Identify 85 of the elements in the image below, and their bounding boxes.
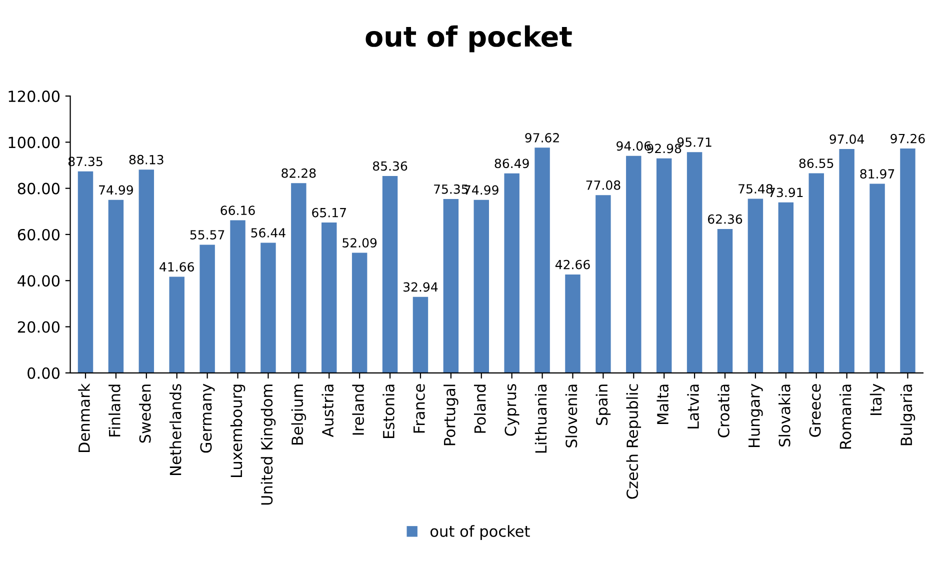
bar xyxy=(808,173,824,373)
x-tick-label: Latvia xyxy=(687,384,699,428)
chart-title: out of pocket xyxy=(366,25,572,52)
bar xyxy=(748,198,764,373)
x-tick-label: Poland xyxy=(474,384,486,433)
legend-label: out of pocket xyxy=(430,525,530,540)
bar xyxy=(596,195,611,373)
x-tick-label: Ireland xyxy=(352,384,364,435)
x-tick-label: Spain xyxy=(596,384,611,425)
bar xyxy=(138,170,154,373)
x-tick-label: Romania xyxy=(839,384,852,449)
y-tick-label: 20.00 xyxy=(18,321,60,333)
data-label: 42.66 xyxy=(555,260,590,270)
x-tick-label: Portugal xyxy=(444,384,458,446)
x-tick-label: Slovenia xyxy=(565,384,578,448)
x-tick-label: Finland xyxy=(108,384,120,436)
data-label: 62.36 xyxy=(708,214,742,224)
bar xyxy=(839,149,854,373)
y-tick-label: 120.00 xyxy=(8,90,60,102)
x-tick-label: Hungary xyxy=(748,384,763,448)
bar xyxy=(565,274,580,373)
bar xyxy=(656,158,672,373)
bar xyxy=(534,148,550,373)
data-label: 77.08 xyxy=(586,180,620,190)
x-tick-label: Czech Republic xyxy=(626,384,642,499)
data-label: 81.97 xyxy=(860,169,894,179)
data-label: 82.28 xyxy=(282,168,316,178)
bar xyxy=(870,184,885,373)
y-tick-label: 0.00 xyxy=(28,367,60,379)
bar xyxy=(322,222,337,373)
data-label: 65.17 xyxy=(312,208,346,218)
data-label: 88.13 xyxy=(129,154,164,164)
data-label: 66.16 xyxy=(220,206,255,216)
x-tick-label: France xyxy=(414,384,425,433)
x-tick-label: Sweden xyxy=(139,384,151,443)
bar xyxy=(78,171,94,373)
bar xyxy=(504,173,520,373)
x-tick-label: Belgium xyxy=(291,384,306,444)
data-label: 85.36 xyxy=(372,161,408,171)
bar xyxy=(108,200,124,373)
x-tick-label: Malta xyxy=(656,384,669,424)
x-tick-label: Germany xyxy=(200,384,215,453)
bar xyxy=(412,296,428,373)
bar xyxy=(382,176,398,373)
data-label: 97.62 xyxy=(525,133,559,142)
data-label: 32.94 xyxy=(404,282,438,292)
bar xyxy=(474,200,489,373)
y-tick-label: 40.00 xyxy=(18,275,60,287)
y-tick-label: 80.00 xyxy=(18,182,60,194)
data-label: 52.09 xyxy=(342,238,377,248)
bar xyxy=(778,202,794,373)
data-label: 97.04 xyxy=(830,134,864,144)
bar xyxy=(717,229,733,373)
data-label: 41.66 xyxy=(160,262,194,272)
bar xyxy=(443,199,459,373)
x-tick-label: Denmark xyxy=(78,383,90,452)
x-tick-label: Lithuania xyxy=(534,384,547,453)
bar xyxy=(200,244,215,373)
bar xyxy=(352,252,368,373)
data-label: 97.26 xyxy=(890,134,925,144)
y-tick-label: 60.00 xyxy=(18,228,60,240)
data-label: 55.57 xyxy=(190,230,224,240)
bar xyxy=(686,152,702,373)
x-tick-label: Bulgaria xyxy=(900,384,916,446)
bar xyxy=(230,220,246,373)
x-tick-label: Croatia xyxy=(718,384,730,438)
bar xyxy=(900,148,916,373)
x-tick-label: Cyprus xyxy=(504,384,520,436)
y-tick-label: 100.00 xyxy=(8,136,60,148)
data-label: 74.99 xyxy=(99,185,133,195)
bar xyxy=(291,183,306,373)
x-tick-label: Estonia xyxy=(382,384,394,438)
x-tick-label: Greece xyxy=(809,384,821,437)
bar xyxy=(626,156,642,373)
x-tick-label: Slovakia xyxy=(778,384,790,446)
data-label: 86.49 xyxy=(494,158,529,168)
bar xyxy=(260,242,276,373)
data-label: 56.44 xyxy=(251,228,286,238)
x-tick-label: Austria xyxy=(322,384,334,438)
x-tick-label: Luxembourg xyxy=(230,384,246,478)
x-tick-label: Netherlands xyxy=(169,384,182,475)
bar xyxy=(169,276,184,373)
data-label: 86.55 xyxy=(799,158,834,168)
x-tick-label: Italy xyxy=(870,384,885,415)
x-tick-label: United Kingdom xyxy=(260,384,276,505)
